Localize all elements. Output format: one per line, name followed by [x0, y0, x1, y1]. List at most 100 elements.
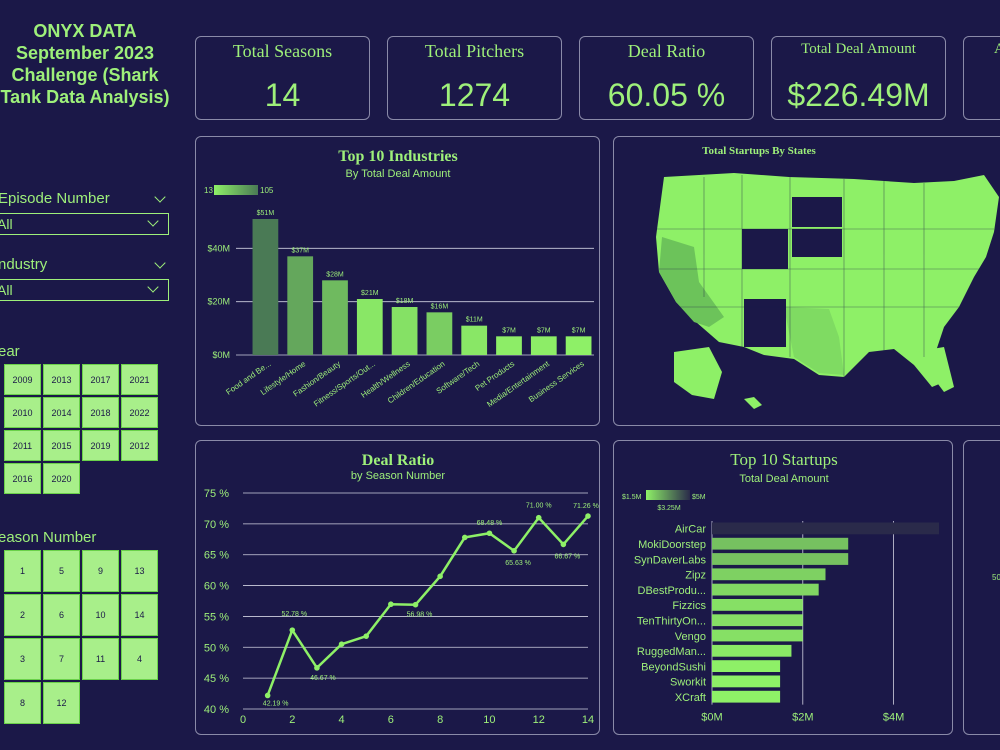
legend-bar	[646, 490, 690, 500]
y-tick-label: $40M	[207, 243, 230, 253]
bar	[287, 256, 314, 355]
series-line	[266, 515, 589, 696]
kpi-value: 1274	[438, 77, 511, 113]
bar	[712, 583, 819, 596]
year-tile[interactable]: 2017	[82, 364, 119, 395]
y-tick-label: 45 %	[204, 673, 229, 685]
y-tick-label: 75 %	[204, 488, 229, 500]
map-wyoming	[742, 229, 788, 269]
year-tile[interactable]: 2012	[121, 430, 158, 461]
y-tick-label: BeyondSushi	[641, 661, 706, 673]
year-tile[interactable]: 2014	[43, 397, 80, 428]
kpi-partial: A	[963, 36, 1000, 120]
data-label: $18M	[396, 298, 414, 305]
year-tile[interactable]: 2015	[43, 430, 80, 461]
year-tile[interactable]: 2021	[121, 364, 158, 395]
map-state-borders	[656, 175, 994, 377]
year-tile[interactable]: 2019	[82, 430, 119, 461]
x-tick-label: 6	[388, 714, 394, 726]
x-tick-label: Fitness/Sports/Out...	[312, 359, 377, 408]
kpi-deal-ratio: Deal Ratio 60.05 %	[579, 36, 754, 120]
chevron-down-icon[interactable]	[154, 257, 166, 269]
year-tile[interactable]: 2011	[4, 430, 41, 461]
year-tile[interactable]: 2018	[82, 397, 119, 428]
bar	[565, 336, 592, 355]
data-point	[486, 530, 493, 537]
x-tick-label: 8	[437, 714, 443, 726]
data-label: $51M	[257, 210, 275, 217]
dashboard-title: ONYX DATA September 2023 Challenge (Shar…	[0, 21, 170, 107]
startups-chart: Top 10 Startups Total Deal Amount $1.5M $5M…	[622, 450, 939, 724]
season-tile[interactable]: 9	[82, 550, 119, 592]
season-tile[interactable]: 3	[4, 638, 41, 680]
x-tick-label: 14	[582, 714, 594, 726]
bar	[712, 553, 849, 565]
year-tile[interactable]: 2010	[4, 397, 41, 428]
season-tile[interactable]: 5	[43, 550, 80, 592]
season-tile[interactable]: 11	[82, 638, 119, 680]
season-tile[interactable]: 4	[121, 638, 158, 680]
map-north-dakota	[792, 197, 842, 227]
year-tile[interactable]: 2016	[4, 463, 41, 494]
data-point	[338, 641, 345, 647]
chart-subtitle: By Total Deal Amount	[346, 168, 451, 180]
x-tick-label: 2	[289, 714, 295, 726]
data-point	[314, 665, 320, 671]
season-tile[interactable]: 13	[121, 550, 158, 592]
chart-title: Top 10 Industries	[338, 148, 457, 165]
x-tick-label: 0	[240, 714, 246, 726]
season-tile[interactable]: 10	[82, 594, 119, 636]
data-label: $11M	[466, 317, 483, 324]
bar	[712, 614, 803, 627]
industry-select[interactable]: All	[0, 279, 169, 301]
y-tick-label: 55 %	[204, 611, 229, 623]
chevron-down-icon	[147, 281, 159, 293]
year-tile[interactable]: 2009	[4, 364, 41, 395]
data-point	[437, 573, 443, 580]
data-point	[388, 601, 394, 608]
season-tile[interactable]: 14	[121, 594, 158, 636]
kpi-label: Total Pitchers	[424, 41, 525, 61]
year-tile[interactable]: 2020	[43, 463, 80, 494]
industry-filter-label: ndustry	[0, 256, 48, 273]
season-tile[interactable]: 1	[4, 550, 41, 592]
data-point	[363, 633, 370, 639]
season-tile[interactable]: 8	[4, 682, 41, 724]
season-tile[interactable]: 7	[43, 638, 80, 680]
year-tile[interactable]: 2022	[121, 397, 158, 428]
x-tick-label: $2M	[792, 712, 813, 724]
y-tick-label: $20M	[207, 297, 230, 307]
y-tick-label: $0M	[212, 350, 230, 360]
episode-select[interactable]: All	[0, 213, 169, 235]
y-tick-label: 65 %	[204, 550, 229, 562]
year-tile[interactable]: 2013	[43, 364, 80, 395]
map-title: Total Startups By States	[702, 145, 816, 157]
y-tick-label: Vengo	[675, 631, 706, 643]
y-tick-label: Zipz	[685, 570, 706, 582]
year-filter-label: ear	[0, 343, 20, 360]
season-tile[interactable]: 12	[43, 682, 80, 724]
bar	[252, 219, 279, 355]
bar	[712, 690, 781, 703]
legend-max: 105	[260, 186, 274, 195]
kpi-label: Total Seasons	[232, 41, 333, 61]
y-tick-label: 40 %	[204, 704, 229, 716]
kpi-total-seasons: Total Seasons 14	[195, 36, 370, 120]
y-tick-label: Fizzics	[672, 600, 706, 612]
legend-min: $1.5M	[622, 494, 642, 501]
data-label: 71.26 %	[573, 503, 599, 510]
chart-title: Top 10 Startups	[730, 450, 837, 469]
bar	[426, 312, 453, 355]
season-tile[interactable]: 2	[4, 594, 41, 636]
data-point	[412, 601, 419, 608]
season-tile[interactable]: 6	[43, 594, 80, 636]
data-label: $7M	[572, 327, 586, 334]
legend-bar	[214, 185, 258, 195]
y-tick-label: 70 %	[204, 519, 229, 531]
bar	[712, 599, 803, 611]
x-tick-label: Media/Entertainment	[485, 359, 551, 409]
chevron-down-icon[interactable]	[154, 191, 166, 203]
y-tick-label: RuggedMan...	[637, 646, 706, 658]
map-hawaii	[744, 397, 762, 409]
